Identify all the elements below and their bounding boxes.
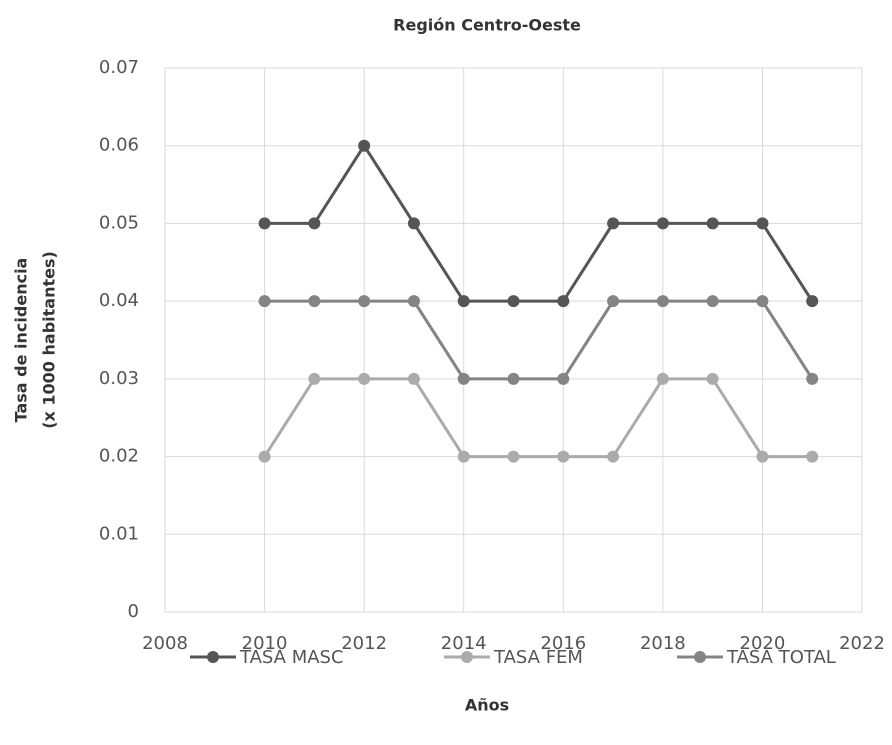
data-point [607,450,620,463]
x-tick-label: 2014 [441,633,487,654]
y-axis-label: (x 1000 habitantes) [40,251,59,429]
data-point [358,139,371,152]
x-tick-label: 2020 [740,633,786,654]
data-point [656,372,669,385]
data-point [457,295,470,308]
data-point [557,372,570,385]
data-point [457,450,470,463]
x-tick-label: 2012 [341,633,387,654]
data-point [407,295,420,308]
x-tick-label: 2010 [242,633,288,654]
legend-swatch [694,651,706,663]
data-point [756,295,769,308]
data-point [308,217,321,230]
data-point [308,372,321,385]
x-tick-label: 2008 [142,633,188,654]
x-tick-label: 2022 [839,633,885,654]
x-tick-label: 2016 [540,633,586,654]
data-point [806,450,819,463]
data-point [706,295,719,308]
data-point [806,295,819,308]
data-point [706,217,719,230]
data-point [308,295,321,308]
y-tick-label: 0.02 [99,446,139,467]
data-point [806,372,819,385]
x-axis-label: Años [465,696,509,715]
y-tick-label: 0.03 [99,368,139,389]
y-tick-label: 0.07 [99,57,139,78]
x-tick-label: 2018 [640,633,686,654]
legend-swatch [207,651,219,663]
series-line [264,299,814,381]
data-point [756,450,769,463]
data-point [507,450,520,463]
y-axis-label: Tasa de incidencia [12,258,31,423]
chart-title: Región Centro-Oeste [393,16,581,35]
data-point [258,217,271,230]
data-point [607,295,620,308]
data-point [557,450,570,463]
legend-label: TASA FEM [493,647,583,668]
series-line [264,142,814,303]
data-point [557,295,570,308]
data-point [656,295,669,308]
data-point [407,217,420,230]
data-point [358,295,371,308]
data-point [507,372,520,385]
data-point [358,372,371,385]
legend-swatch [461,651,473,663]
y-tick-label: 0.06 [99,135,139,156]
data-point [756,217,769,230]
legend-label: TASA TOTAL [726,647,836,668]
data-point [607,217,620,230]
data-point [656,217,669,230]
y-tick-label: 0.04 [99,290,139,311]
data-point [258,450,271,463]
data-point [407,372,420,385]
legend-label: TASA MASC [239,647,344,668]
data-point [457,372,470,385]
data-point [258,295,271,308]
data-point [507,295,520,308]
y-tick-label: 0 [128,601,139,622]
y-tick-label: 0.05 [99,212,139,233]
data-point [706,372,719,385]
y-tick-label: 0.01 [99,523,139,544]
series-line [263,377,813,459]
